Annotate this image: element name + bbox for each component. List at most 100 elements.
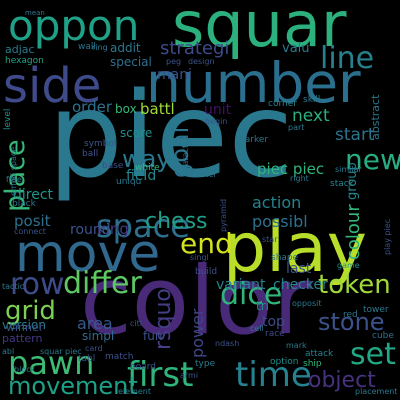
word-grid: grid xyxy=(5,296,56,326)
word-corner: corner xyxy=(268,99,297,109)
word-part: part xyxy=(288,123,305,132)
word-top: top xyxy=(262,314,285,330)
word-line: line xyxy=(320,41,375,76)
word-pyramid: pyramid xyxy=(219,198,228,232)
word-empti-space: empti space xyxy=(9,146,18,196)
word-piec: piec xyxy=(48,66,294,204)
word-stone: stone xyxy=(318,308,385,336)
word-last: last xyxy=(286,261,312,277)
word-mark: mark xyxy=(286,341,307,350)
word-order: order xyxy=(72,98,112,116)
word-star: star xyxy=(262,235,278,244)
word-card: card xyxy=(85,344,103,353)
word-play-piec: play piec xyxy=(383,218,392,255)
word-cell: cell xyxy=(250,324,264,333)
word-stack: stack xyxy=(330,179,354,189)
word-pawn: pawn xyxy=(8,344,95,382)
word-row: row xyxy=(10,267,65,302)
word-possibl: possibl xyxy=(252,212,308,231)
word-checker: checker xyxy=(273,277,328,293)
word-set: set xyxy=(350,337,396,372)
word-new: new xyxy=(345,143,400,176)
word-direct: direct xyxy=(13,187,54,203)
word-power: power xyxy=(188,308,207,358)
word-simpl: simpl xyxy=(82,329,115,343)
word-cube: cube xyxy=(372,331,394,341)
word-start: start xyxy=(335,125,375,145)
word-colour: colour xyxy=(343,204,364,260)
word-squar: squar xyxy=(172,0,347,61)
word-area: area xyxy=(77,314,113,333)
word-uniqu: uniqu xyxy=(116,177,142,187)
word-chess: chess xyxy=(145,209,208,234)
word-board: board xyxy=(130,362,156,372)
word-round: round xyxy=(70,222,111,238)
word-armi: armi xyxy=(180,371,199,380)
word-race: race xyxy=(265,329,285,339)
word-hexagon: hexagon xyxy=(5,56,44,66)
word-red: red xyxy=(343,310,358,320)
word-free: free xyxy=(6,175,22,184)
word-side: side xyxy=(3,58,102,114)
word-opposit: opposit xyxy=(292,299,322,308)
word-space: space xyxy=(96,207,190,245)
word-winner: winner xyxy=(6,321,44,334)
word-object: object xyxy=(308,368,376,393)
word-tri: tri xyxy=(256,299,269,313)
word-adjac: adjac xyxy=(5,43,35,56)
word-strategi: strategi xyxy=(160,38,230,59)
word-dice: dice xyxy=(220,277,283,312)
word-differ: differ xyxy=(63,266,142,301)
word-piec-piec: piec piec xyxy=(257,160,325,178)
word-citi: citi xyxy=(130,319,142,328)
word-pattern: pattern xyxy=(2,332,43,345)
word-special: special xyxy=(110,55,152,69)
word-score: score xyxy=(120,126,153,140)
word-level: level xyxy=(3,108,13,130)
word-squar-piec: squar piec xyxy=(40,347,82,356)
word-play: play xyxy=(223,209,367,288)
word-valu: valu xyxy=(282,41,310,56)
word-element: element xyxy=(118,387,151,396)
word-design: design xyxy=(188,57,215,66)
word-oppon: oppon xyxy=(8,1,140,50)
word-variant: variant xyxy=(216,277,266,293)
word-option: option xyxy=(270,357,299,367)
word-match: match xyxy=(105,352,134,362)
word-posit: posit xyxy=(14,212,51,230)
word-tactic: tactic xyxy=(2,282,25,291)
word-singl: singl xyxy=(190,253,209,262)
word-peg: peg xyxy=(166,57,182,66)
word-field: field xyxy=(126,168,157,184)
word-symbol: symbol xyxy=(84,139,117,149)
word-fun: fun xyxy=(143,329,163,343)
word-ship: ship xyxy=(303,359,322,369)
word-mean: mean xyxy=(25,9,45,17)
word-build: build xyxy=(195,267,218,277)
word-way: way xyxy=(122,145,171,173)
word-end: end xyxy=(180,227,233,260)
word-right: right xyxy=(290,174,309,183)
word-move: move xyxy=(15,224,161,284)
word-tabl: tabl xyxy=(78,354,96,364)
word-white: white xyxy=(135,163,160,173)
word-first: first xyxy=(127,355,194,395)
word-similar: similar xyxy=(335,165,362,174)
word-next: next xyxy=(292,106,330,126)
word-game: game xyxy=(337,261,360,270)
word-ring: ring xyxy=(92,43,108,52)
word-movement: movement xyxy=(8,372,138,400)
word-unit: unit xyxy=(204,102,232,118)
word-marker: marker xyxy=(236,135,269,145)
word-version: version xyxy=(2,318,46,332)
word-base: base xyxy=(102,161,124,171)
word-abstract: abstract xyxy=(369,94,382,140)
word-charact: charact xyxy=(181,144,190,175)
word-addit: addit xyxy=(110,41,141,55)
word-wall: wall xyxy=(78,42,96,52)
word-begin: begin xyxy=(205,117,228,126)
word-number: number xyxy=(146,51,361,115)
word-battl: battl xyxy=(140,100,175,118)
word-token: token xyxy=(318,270,391,300)
word-placement: placement xyxy=(355,387,398,396)
